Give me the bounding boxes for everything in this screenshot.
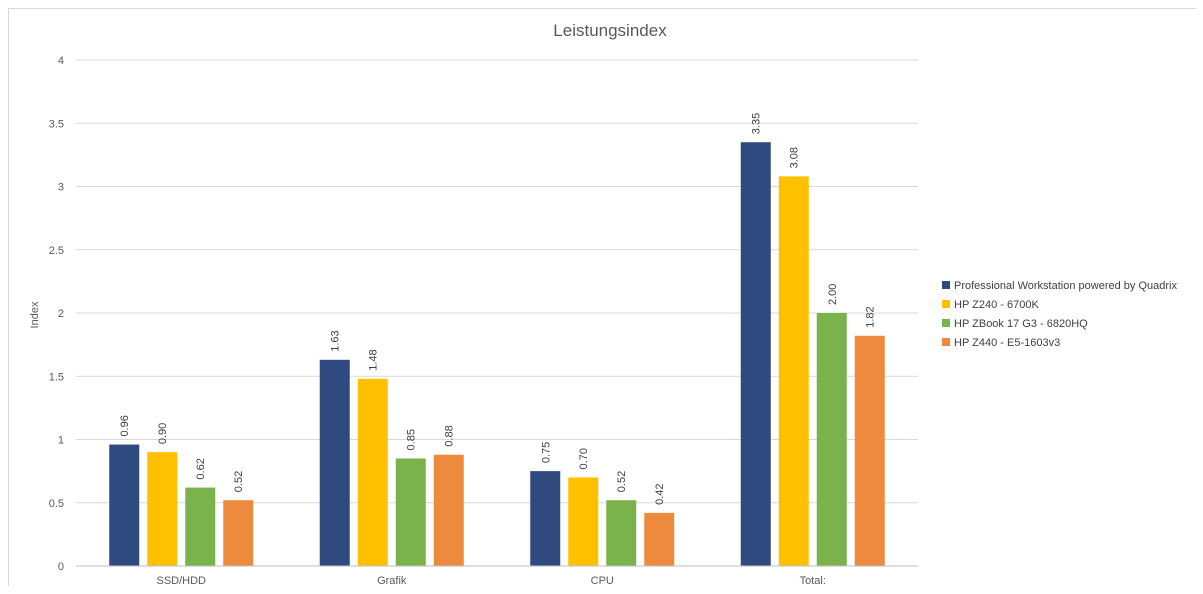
y-tick-label: 1 xyxy=(58,435,64,447)
legend-swatch xyxy=(942,338,950,346)
data-label: 0.75 xyxy=(540,442,552,463)
legend-label: HP ZBook 17 G3 - 6820HQ xyxy=(954,318,1088,330)
data-label: 3.08 xyxy=(789,147,801,168)
data-label: 1.63 xyxy=(330,330,342,351)
legend-swatch xyxy=(942,300,950,308)
y-tick-label: 4 xyxy=(58,55,64,67)
bar xyxy=(778,176,809,566)
x-category-label: Grafik xyxy=(377,575,407,587)
chart-border xyxy=(8,8,1196,586)
bar xyxy=(395,458,426,566)
y-tick-label: 0 xyxy=(58,561,64,573)
data-label: 1.82 xyxy=(865,306,877,327)
bar xyxy=(644,512,675,566)
bar xyxy=(185,487,216,566)
bar xyxy=(530,471,561,566)
bar xyxy=(223,500,254,566)
legend-label: HP Z240 - 6700K xyxy=(954,299,1039,311)
y-tick-label: 1.5 xyxy=(49,371,64,383)
bar xyxy=(147,452,178,566)
legend-label: HP Z440 - E5-1603v3 xyxy=(954,337,1060,349)
y-axis-title: Index xyxy=(29,301,41,328)
chart-title: Leistungsindex xyxy=(553,21,667,40)
bar xyxy=(357,378,388,566)
bar xyxy=(109,444,140,566)
data-label: 0.42 xyxy=(654,483,666,504)
gridlines xyxy=(76,59,918,504)
y-tick-label: 0.5 xyxy=(49,498,64,510)
legend-swatch xyxy=(942,281,950,289)
legend-swatch xyxy=(942,319,950,327)
data-labels: 0.96 0.90 0.62 0.52 1.63 1.48 0.85 0.88 0.75 0.70… xyxy=(119,113,877,505)
data-label: 0.96 xyxy=(119,415,131,436)
bar xyxy=(433,454,464,566)
x-category-label: CPU xyxy=(591,575,614,587)
bar xyxy=(816,313,847,566)
data-label: 1.48 xyxy=(368,349,380,370)
data-label: 0.52 xyxy=(616,471,628,492)
bar xyxy=(568,477,599,566)
bar xyxy=(606,500,637,566)
x-category-label: SSD/HDD xyxy=(156,575,206,587)
data-label: 2.00 xyxy=(827,284,839,305)
x-category-label: Total: xyxy=(800,575,826,587)
y-tick-label: 2 xyxy=(58,308,64,320)
data-label: 3.35 xyxy=(751,113,763,134)
bar xyxy=(740,142,771,566)
y-tick-label: 3.5 xyxy=(49,118,64,130)
data-label: 0.62 xyxy=(195,458,207,479)
data-label: 0.90 xyxy=(157,423,169,444)
bar xyxy=(319,359,350,566)
data-label: 0.88 xyxy=(444,425,456,446)
data-label: 0.70 xyxy=(578,448,590,469)
axes: 0 0.5 1 1.5 2 2.5 3 3.5 4 SSD/HDD Grafik CPU Total: xyxy=(49,55,918,587)
legend-label: Professional Workstation powered by Quad… xyxy=(954,280,1177,292)
y-tick-label: 3 xyxy=(58,182,64,194)
legend: Professional Workstation powered by Quad… xyxy=(942,280,1177,349)
bar xyxy=(854,335,885,566)
y-tick-label: 2.5 xyxy=(49,245,64,257)
data-label: 0.85 xyxy=(406,429,418,450)
data-label: 0.52 xyxy=(233,471,245,492)
bars xyxy=(109,142,885,566)
